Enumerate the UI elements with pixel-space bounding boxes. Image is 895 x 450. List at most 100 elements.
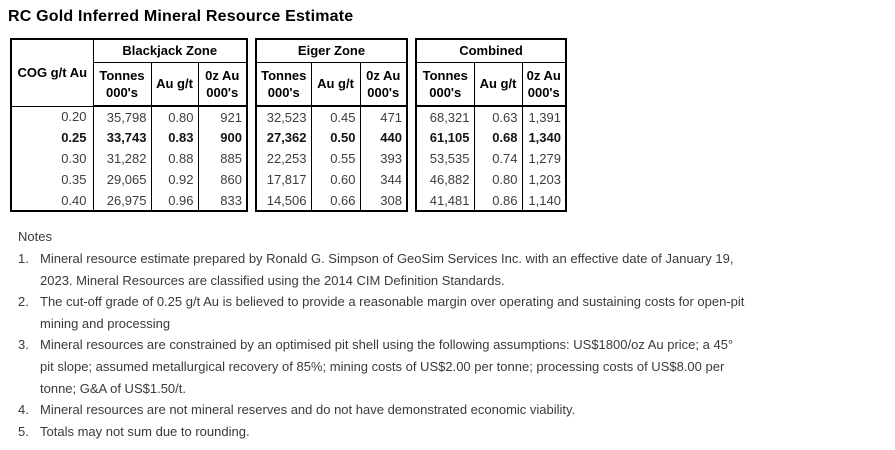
- grade-column-header: Au g/t: [150, 61, 199, 107]
- resource-table-eiger: Eiger Zone Tonnes 000's Au g/t 0z Au 000…: [255, 38, 408, 212]
- data-cell: 46,882: [415, 169, 475, 190]
- ounces-column-header: 0z Au 000's: [197, 61, 248, 107]
- note-item: 1. Mineral resource estimate prepared by …: [18, 248, 895, 291]
- data-cell: 1,279: [521, 148, 567, 169]
- table-row: 61,105 0.68 1,340: [415, 127, 567, 148]
- data-cell: 0.74: [473, 148, 523, 169]
- data-cell: 17,817: [255, 169, 312, 190]
- data-cell: 27,362: [255, 127, 312, 148]
- blackjack-table-body: 0.20 35,798 0.80 921 0.25 33,743 0.83 900 0.30 31…: [10, 106, 248, 211]
- grade-header-line1: Au g/t: [317, 76, 354, 92]
- data-cell: 0.66: [310, 190, 361, 211]
- note-number: 5.: [18, 423, 29, 439]
- data-cell: 33,743: [92, 127, 152, 148]
- tonnes-header-line1: Tonnes: [422, 67, 468, 83]
- resource-tables-container: COG g/t Au Blackjack Zone Tonnes 000's A…: [10, 38, 895, 212]
- data-cell: 68,321: [415, 106, 475, 127]
- table-row: 53,535 0.74 1,279: [415, 148, 567, 169]
- data-cell: 393: [359, 148, 408, 169]
- cog-value-cell: 0.40: [10, 190, 94, 211]
- notes-heading: Notes: [18, 229, 52, 244]
- data-cell: 0.60: [310, 169, 361, 190]
- zone-header-combined: Combined: [415, 38, 567, 63]
- note-text: Mineral resource estimate prepared by Ro…: [40, 251, 734, 288]
- tonnes-column-header: Tonnes 000's: [255, 61, 312, 107]
- zone-header-blackjack: Blackjack Zone: [92, 38, 248, 63]
- data-cell: 41,481: [415, 190, 475, 211]
- cog-column-header: COG g/t Au: [10, 38, 94, 107]
- tonnes-header-line2: 000's: [267, 84, 300, 100]
- data-cell: 31,282: [92, 148, 152, 169]
- data-cell: 921: [197, 106, 248, 127]
- table-row: 22,253 0.55 393: [255, 148, 408, 169]
- cog-value-cell: 0.25: [10, 127, 94, 148]
- data-cell: 0.55: [310, 148, 361, 169]
- ounces-column-header: 0z Au 000's: [359, 61, 408, 107]
- ounces-header-line1: 0z Au: [205, 67, 240, 83]
- notes-section: Notes 1. Mineral resource estimate prepar…: [18, 226, 895, 442]
- data-cell: 1,140: [521, 190, 567, 211]
- data-cell: 22,253: [255, 148, 312, 169]
- cog-value-cell: 0.20: [10, 106, 94, 127]
- data-cell: 0.63: [473, 106, 523, 127]
- table-row: 0.20 35,798 0.80 921: [10, 106, 248, 127]
- resource-table-combined: Combined Tonnes 000's Au g/t 0z Au 000's…: [415, 38, 567, 212]
- data-cell: 1,391: [521, 106, 567, 127]
- table-row: 0.25 33,743 0.83 900: [10, 127, 248, 148]
- table-row: 68,321 0.63 1,391: [415, 106, 567, 127]
- cog-value-cell: 0.35: [10, 169, 94, 190]
- note-text: Totals may not sum due to rounding.: [40, 423, 250, 439]
- data-cell: 0.92: [150, 169, 199, 190]
- table-row: 0.30 31,282 0.88 885: [10, 148, 248, 169]
- data-cell: 61,105: [415, 127, 475, 148]
- note-number: 2.: [18, 294, 29, 310]
- data-cell: 35,798: [92, 106, 152, 127]
- data-cell: 53,535: [415, 148, 475, 169]
- data-cell: 833: [197, 190, 248, 211]
- data-cell: 885: [197, 148, 248, 169]
- grade-column-header: Au g/t: [310, 61, 361, 107]
- tonnes-header-line1: Tonnes: [99, 67, 145, 83]
- data-cell: 0.50: [310, 127, 361, 148]
- data-cell: 860: [197, 169, 248, 190]
- page-title: RC Gold Inferred Mineral Resource Estima…: [8, 8, 354, 25]
- note-text: Mineral resources are not mineral reserv…: [40, 402, 576, 418]
- note-number: 3.: [18, 337, 29, 353]
- note-text: Mineral resources are constrained by an …: [40, 337, 734, 396]
- cog-value-cell: 0.30: [10, 148, 94, 169]
- ounces-header-line2: 000's: [206, 84, 239, 100]
- notes-list: 1. Mineral resource estimate prepared by …: [18, 248, 895, 442]
- ounces-column-header: 0z Au 000's: [521, 61, 567, 107]
- combined-table-body: 68,321 0.63 1,391 61,105 0.68 1,340 53,535 0.74…: [415, 106, 567, 211]
- eiger-table-body: 32,523 0.45 471 27,362 0.50 440 22,253 0.55 393 1…: [255, 106, 408, 211]
- data-cell: 0.88: [150, 148, 199, 169]
- note-item: 2. The cut-off grade of 0.25 g/t Au is be…: [18, 291, 895, 334]
- table-row: 41,481 0.86 1,140: [415, 190, 567, 211]
- data-cell: 32,523: [255, 106, 312, 127]
- data-cell: 0.80: [473, 169, 523, 190]
- table-row: 0.35 29,065 0.92 860: [10, 169, 248, 190]
- data-cell: 0.96: [150, 190, 199, 211]
- ounces-header-line1: 0z Au: [366, 67, 401, 83]
- data-cell: 440: [359, 127, 408, 148]
- tonnes-header-line1: Tonnes: [261, 67, 307, 83]
- tonnes-header-line2: 000's: [429, 84, 462, 100]
- table-row: 27,362 0.50 440: [255, 127, 408, 148]
- table-row: 32,523 0.45 471: [255, 106, 408, 127]
- data-cell: 14,506: [255, 190, 312, 211]
- zone-header-eiger: Eiger Zone: [255, 38, 408, 63]
- grade-header-line1: Au g/t: [156, 76, 193, 92]
- note-item: 5. Totals may not sum due to rounding.: [18, 421, 895, 443]
- data-cell: 0.68: [473, 127, 523, 148]
- data-cell: 900: [197, 127, 248, 148]
- note-item: 4. Mineral resources are not mineral rese…: [18, 399, 895, 421]
- tonnes-column-header: Tonnes 000's: [415, 61, 475, 107]
- data-cell: 29,065: [92, 169, 152, 190]
- table-row: 17,817 0.60 344: [255, 169, 408, 190]
- resource-table-blackjack: COG g/t Au Blackjack Zone Tonnes 000's A…: [10, 38, 248, 212]
- data-cell: 308: [359, 190, 408, 211]
- data-cell: 0.83: [150, 127, 199, 148]
- table-row: 0.40 26,975 0.96 833: [10, 190, 248, 211]
- tonnes-header-line2: 000's: [105, 84, 138, 100]
- data-cell: 344: [359, 169, 408, 190]
